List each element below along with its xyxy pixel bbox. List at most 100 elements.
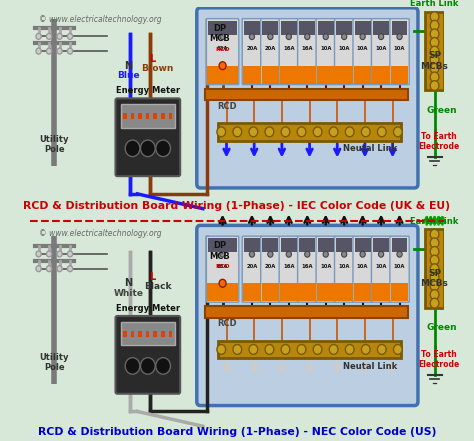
- Bar: [372, 66, 390, 84]
- FancyBboxPatch shape: [261, 19, 280, 85]
- Text: To Earth
Electrode: To Earth Electrode: [419, 350, 460, 369]
- Bar: [372, 283, 390, 301]
- Text: DP
MCB: DP MCB: [209, 241, 230, 261]
- Circle shape: [57, 48, 62, 54]
- Circle shape: [397, 251, 402, 257]
- Text: 16A: 16A: [283, 46, 295, 51]
- Text: RCD & Distribution Board Wiring (1-Phase) - NEC Color Code (US): RCD & Distribution Board Wiring (1-Phase…: [38, 427, 436, 437]
- Bar: [123, 113, 127, 119]
- Bar: [299, 283, 316, 301]
- Circle shape: [430, 72, 439, 82]
- Text: To Earth
Electrode: To Earth Electrode: [419, 132, 460, 151]
- Text: 10A: 10A: [338, 264, 350, 269]
- Bar: [354, 66, 372, 84]
- Text: SP
MCBs: SP MCBs: [420, 51, 448, 71]
- Circle shape: [360, 34, 365, 40]
- Circle shape: [265, 344, 274, 355]
- Circle shape: [346, 344, 354, 355]
- FancyBboxPatch shape: [316, 19, 336, 85]
- Bar: [425, 12, 444, 90]
- Text: Earth Link: Earth Link: [410, 0, 459, 8]
- FancyBboxPatch shape: [261, 236, 280, 302]
- Text: RCD: RCD: [215, 47, 230, 52]
- Circle shape: [36, 251, 41, 257]
- Text: 10A: 10A: [320, 264, 331, 269]
- Text: RCD: RCD: [217, 319, 237, 329]
- Circle shape: [430, 64, 439, 73]
- Circle shape: [378, 34, 384, 40]
- Circle shape: [393, 344, 402, 355]
- Circle shape: [286, 251, 292, 257]
- Bar: [336, 283, 353, 301]
- FancyBboxPatch shape: [298, 19, 317, 85]
- Circle shape: [430, 290, 439, 299]
- Text: Utility
Pole: Utility Pole: [39, 135, 69, 154]
- Bar: [373, 238, 389, 252]
- FancyBboxPatch shape: [116, 98, 180, 176]
- Bar: [280, 283, 298, 301]
- Circle shape: [249, 251, 255, 257]
- Bar: [317, 283, 335, 301]
- Bar: [354, 283, 372, 301]
- Circle shape: [346, 127, 354, 137]
- Text: Energy Meter: Energy Meter: [116, 304, 180, 313]
- Bar: [244, 21, 260, 35]
- Circle shape: [430, 298, 439, 308]
- Bar: [131, 113, 135, 119]
- Bar: [205, 306, 408, 318]
- Circle shape: [393, 127, 402, 137]
- Circle shape: [281, 127, 290, 137]
- Text: Green: Green: [426, 323, 457, 332]
- Circle shape: [430, 55, 439, 65]
- Bar: [161, 331, 164, 336]
- Text: L: L: [149, 272, 155, 282]
- FancyBboxPatch shape: [279, 19, 299, 85]
- Circle shape: [430, 255, 439, 265]
- Bar: [391, 66, 408, 84]
- FancyBboxPatch shape: [206, 236, 239, 302]
- Text: 20A: 20A: [264, 46, 276, 51]
- Circle shape: [268, 251, 273, 257]
- Text: 16A: 16A: [301, 264, 313, 269]
- FancyBboxPatch shape: [279, 236, 299, 302]
- Circle shape: [220, 251, 225, 257]
- Circle shape: [249, 344, 258, 355]
- Circle shape: [305, 251, 310, 257]
- Circle shape: [265, 127, 274, 137]
- Circle shape: [67, 251, 73, 257]
- Circle shape: [281, 344, 290, 355]
- Circle shape: [397, 34, 402, 40]
- Circle shape: [57, 34, 62, 39]
- Bar: [205, 89, 408, 101]
- Text: Neutal Link: Neutal Link: [343, 144, 397, 153]
- FancyBboxPatch shape: [298, 236, 317, 302]
- Circle shape: [342, 251, 347, 257]
- Bar: [138, 113, 142, 119]
- Circle shape: [36, 34, 41, 39]
- Circle shape: [377, 344, 386, 355]
- Circle shape: [219, 279, 226, 287]
- Circle shape: [233, 127, 242, 137]
- Circle shape: [297, 344, 306, 355]
- Text: Black: Black: [144, 282, 171, 291]
- Circle shape: [430, 37, 439, 48]
- Circle shape: [430, 46, 439, 56]
- Bar: [208, 21, 237, 35]
- Text: 10A: 10A: [394, 46, 405, 51]
- FancyBboxPatch shape: [197, 225, 418, 406]
- Text: Utility
Pole: Utility Pole: [39, 352, 69, 372]
- Bar: [336, 21, 352, 35]
- Circle shape: [323, 34, 328, 40]
- Circle shape: [57, 266, 62, 272]
- Bar: [262, 66, 279, 84]
- Bar: [336, 66, 353, 84]
- Circle shape: [430, 229, 439, 239]
- Circle shape: [430, 264, 439, 273]
- Bar: [207, 66, 238, 84]
- Bar: [317, 66, 335, 84]
- Circle shape: [268, 34, 273, 40]
- Text: N: N: [125, 278, 133, 288]
- Circle shape: [361, 127, 370, 137]
- Circle shape: [217, 344, 226, 355]
- Circle shape: [156, 140, 171, 157]
